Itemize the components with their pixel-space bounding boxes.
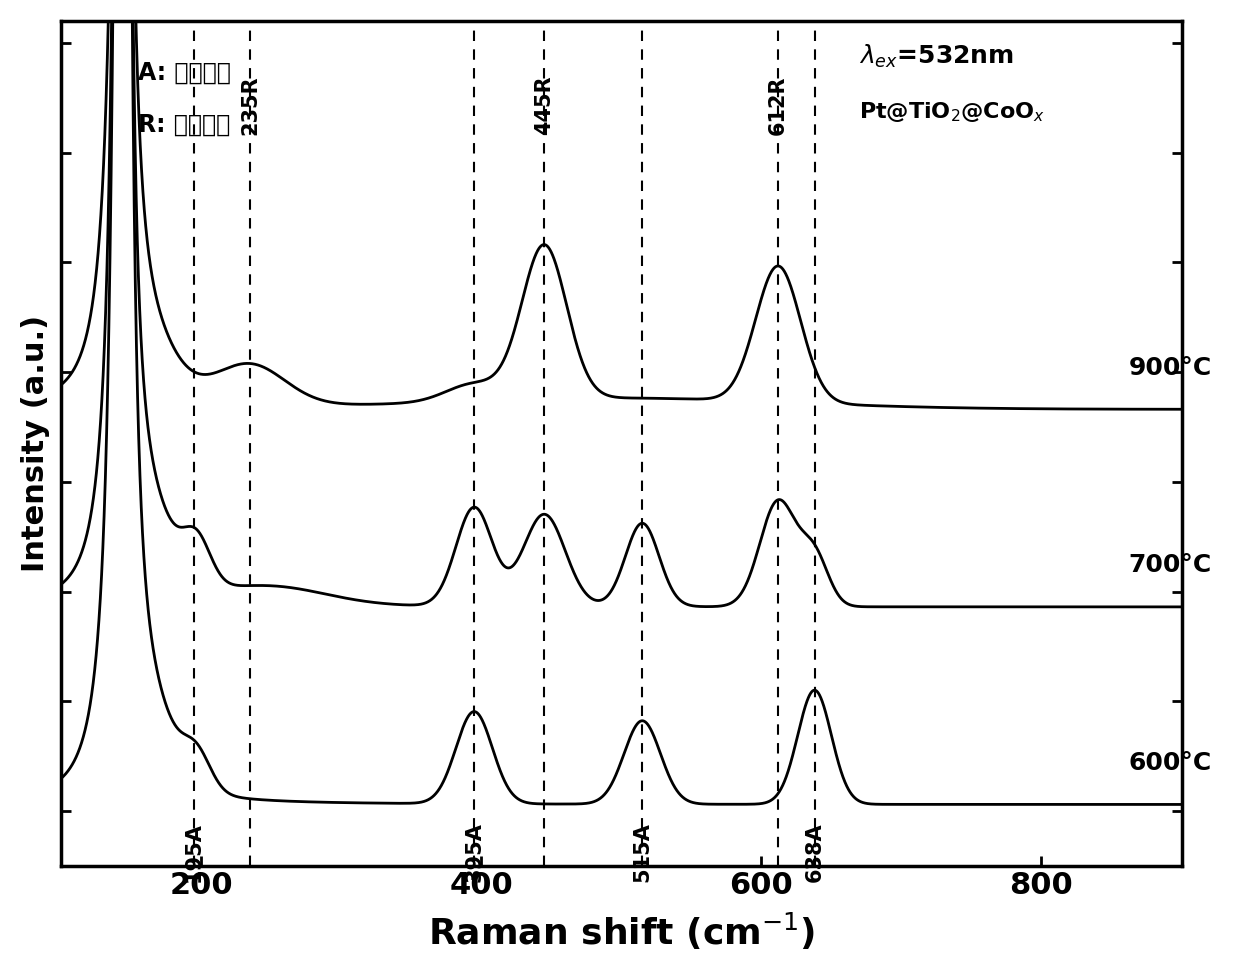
Text: 700°C: 700°C xyxy=(1128,554,1211,577)
Text: 900°C: 900°C xyxy=(1128,356,1211,379)
Text: R: 金红石相: R: 金红石相 xyxy=(138,113,231,137)
Text: $\lambda_{ex}$=532nm: $\lambda_{ex}$=532nm xyxy=(859,43,1014,70)
Text: 395A: 395A xyxy=(464,822,484,882)
Text: Pt@TiO$_2$@CoO$_x$: Pt@TiO$_2$@CoO$_x$ xyxy=(859,100,1045,124)
Text: 515A: 515A xyxy=(632,822,652,882)
X-axis label: Raman shift (cm$^{-1}$): Raman shift (cm$^{-1}$) xyxy=(428,911,815,953)
Text: 445R: 445R xyxy=(534,76,554,135)
Text: 235R: 235R xyxy=(241,76,260,135)
Text: 638A: 638A xyxy=(805,822,825,882)
Text: 600°C: 600°C xyxy=(1128,751,1211,775)
Text: A: 锐馒矿相: A: 锐馒矿相 xyxy=(138,60,231,85)
Y-axis label: Intensity (a.u.): Intensity (a.u.) xyxy=(21,315,50,572)
Text: 612R: 612R xyxy=(768,76,789,135)
Text: 195A: 195A xyxy=(184,822,205,882)
